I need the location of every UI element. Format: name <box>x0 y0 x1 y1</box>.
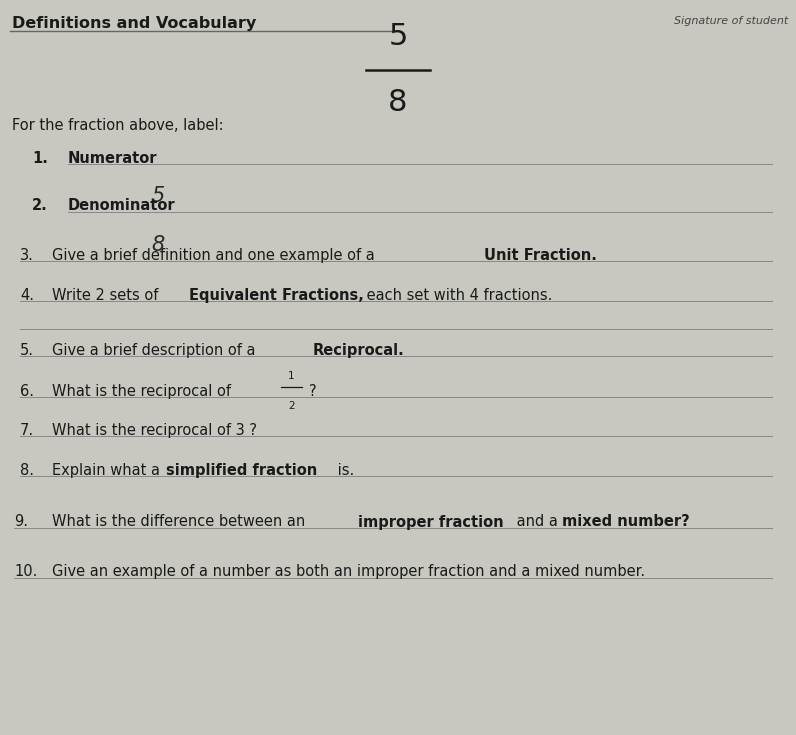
Text: 8.: 8. <box>20 463 34 478</box>
Text: Definitions and Vocabulary: Definitions and Vocabulary <box>12 16 256 31</box>
Text: Unit Fraction.: Unit Fraction. <box>484 248 597 262</box>
Text: mixed number?: mixed number? <box>562 514 689 529</box>
Text: each set with 4 fractions.: each set with 4 fractions. <box>362 288 552 303</box>
Text: Explain what a: Explain what a <box>52 463 164 478</box>
Text: improper fraction: improper fraction <box>358 514 504 529</box>
Text: 6.: 6. <box>20 384 34 398</box>
Text: Signature of student: Signature of student <box>673 16 788 26</box>
Text: Equivalent Fractions,: Equivalent Fractions, <box>189 288 365 303</box>
Text: 1.: 1. <box>32 151 48 165</box>
Text: 10.: 10. <box>14 564 37 579</box>
Text: 5: 5 <box>151 186 165 206</box>
Text: 2: 2 <box>288 401 295 412</box>
Text: 8: 8 <box>151 235 165 255</box>
Text: Reciprocal.: Reciprocal. <box>313 343 404 358</box>
Text: Give an example of a number as both an improper fraction and a mixed number.: Give an example of a number as both an i… <box>52 564 645 579</box>
Text: 8: 8 <box>388 88 408 117</box>
Text: 7.: 7. <box>20 423 34 437</box>
Text: Numerator: Numerator <box>68 151 157 165</box>
Text: What is the reciprocal of 3 ?: What is the reciprocal of 3 ? <box>52 423 257 437</box>
Text: 5.: 5. <box>20 343 34 358</box>
Text: 5: 5 <box>388 23 408 51</box>
Text: 3.: 3. <box>20 248 33 262</box>
Text: Write 2 sets of: Write 2 sets of <box>52 288 162 303</box>
Text: Give a brief definition and one example of a: Give a brief definition and one example … <box>52 248 379 262</box>
Text: is.: is. <box>333 463 354 478</box>
Text: Give a brief description of a: Give a brief description of a <box>52 343 259 358</box>
Text: Denominator: Denominator <box>68 198 175 213</box>
Text: ?: ? <box>309 384 317 398</box>
Text: What is the difference between an: What is the difference between an <box>52 514 310 529</box>
Text: 9.: 9. <box>14 514 29 529</box>
Text: 4.: 4. <box>20 288 34 303</box>
Text: 2.: 2. <box>32 198 48 213</box>
Text: What is the reciprocal of: What is the reciprocal of <box>52 384 236 398</box>
Text: simplified fraction: simplified fraction <box>166 463 317 478</box>
Text: and a: and a <box>512 514 562 529</box>
Text: For the fraction above, label:: For the fraction above, label: <box>12 118 224 132</box>
Text: 1: 1 <box>288 370 295 381</box>
